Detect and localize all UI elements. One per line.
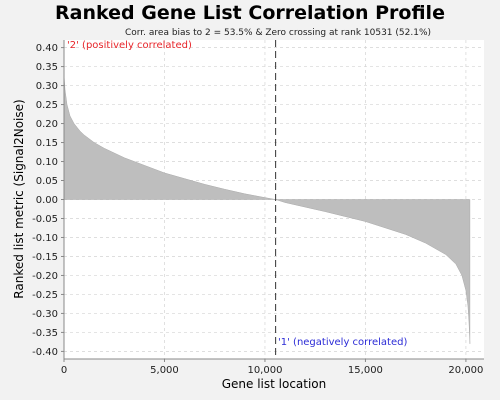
y-tick-label: 0.10 (36, 157, 58, 168)
y-tick-label: 0.15 (36, 138, 58, 149)
y-tick-label: -0.30 (32, 309, 58, 320)
y-tick-label: 0.35 (36, 62, 58, 73)
y-tick-label: 0.05 (36, 176, 58, 187)
negative-correlation-label: '1' (negatively correlated) (278, 337, 407, 348)
x-axis-label: Gene list location (222, 377, 327, 391)
chart-subtitle: Corr. area bias to 2 = 53.5% & Zero cros… (125, 28, 431, 38)
y-tick-label: -0.40 (32, 347, 58, 358)
y-tick-label: -0.05 (32, 214, 58, 225)
y-tick-label: -0.25 (32, 290, 58, 301)
chart-title: Ranked Gene List Correlation Profile (55, 2, 445, 24)
correlation-area-series (63, 74, 471, 344)
y-axis-label: Ranked list metric (Signal2Noise) (12, 99, 26, 298)
x-tick-label: 5,000 (150, 365, 179, 376)
x-tick-label: 0 (61, 365, 67, 376)
y-tick-label: -0.10 (32, 233, 58, 244)
y-tick-label: 0.30 (36, 81, 58, 92)
data-area-layer (63, 40, 471, 359)
tick-label-layer: 0.40 0.35 0.30 0.25 0.20 0.15 0.10 0.05 0.00 -0.0… (32, 43, 483, 376)
x-tick-label: 20,000 (448, 365, 483, 376)
x-tick-label: 15,000 (348, 365, 383, 376)
positive-correlation-label: '2' (positively correlated) (67, 40, 192, 51)
y-tick-label: 0.40 (36, 43, 58, 54)
y-tick-label: -0.15 (32, 252, 58, 263)
y-tick-label: 0.20 (36, 119, 58, 130)
y-tick-label: 0.25 (36, 100, 58, 111)
x-tick-label: 10,000 (247, 365, 282, 376)
y-tick-label: -0.35 (32, 328, 58, 339)
y-tick-label: -0.20 (32, 271, 58, 282)
y-tick-label: 0.00 (36, 195, 58, 206)
